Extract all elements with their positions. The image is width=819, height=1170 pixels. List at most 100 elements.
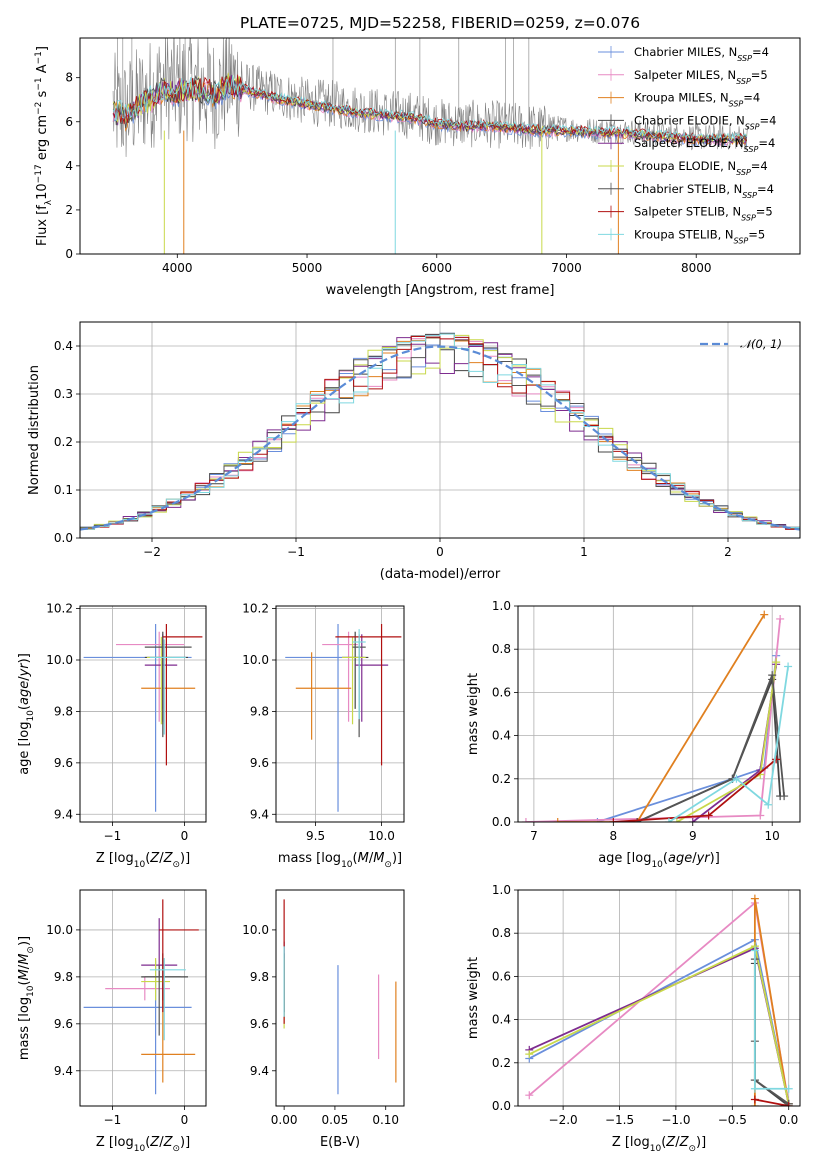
line-salpeter-elodie [528, 947, 790, 1105]
x-tick-label: −1.5 [605, 1113, 634, 1127]
y-tick-label: 4 [65, 159, 73, 173]
spectrum-ylabel: Flux [fλ10−17 erg cm−2 s−1 A−1] [34, 46, 54, 246]
marker-salpeter-elodie [688, 818, 697, 822]
marker-kroupa-elodie [772, 658, 781, 667]
x-tick-label: −0.5 [718, 1113, 747, 1127]
mass_vs_Z-xlabel: Z [log10(Z/Z⊙)] [96, 1135, 190, 1154]
x-tick-label: 9 [689, 829, 697, 843]
y-tick-label: 8 [65, 71, 73, 85]
marker-kroupa-miles [750, 894, 759, 903]
axes-frame [275, 889, 405, 1107]
marker-chabrier-stelib [780, 792, 789, 801]
legend-label-gaussian: 𝒩(0, 1) [740, 337, 782, 351]
axes-frame [517, 605, 801, 823]
marker-kroupa-stelib [784, 1084, 793, 1093]
marker-kroupa-elodie [525, 1050, 534, 1059]
y-tick-label: 0.1 [54, 483, 73, 497]
y-tick-label: 0.4 [54, 339, 73, 353]
spectrum-xlabel: wavelength [Angstrom, rest frame] [326, 283, 555, 298]
x-tick-label: 0 [181, 829, 189, 843]
massweight_vs_Z-panel: −2.0 −1.5 −1.0 −0.5 0.0 0.0 0.2 0.4 0.6 0.8 1.0 Z [… [466, 883, 801, 1154]
y-tick-label: 9.4 [250, 1064, 269, 1078]
massweight_vs_age-panel: 7 8 9 10 0.0 0.2 0.4 0.6 0.8 1.0 age [log10(age/yr… [466, 599, 801, 870]
y-tick-label: 10.0 [46, 923, 73, 937]
y-tick-label: 0.8 [492, 926, 511, 940]
spectrum-model-kroupa-stelib [112, 75, 748, 142]
legend-label: Salpeter MILES, NSSP=5 [634, 68, 768, 86]
y-tick-label: 0.6 [492, 685, 511, 699]
y-tick-label: 9.8 [54, 704, 73, 718]
marker-kroupa-miles [553, 818, 562, 822]
marker-kroupa-stelib [784, 662, 793, 671]
x-tick-label: −1.0 [661, 1113, 690, 1127]
residual_hist-panel: −2 −1 0 1 2 0.0 0.1 0.2 0.3 0.4 (data-model)/error… [27, 321, 801, 582]
mass_vs_ebv-panel: 0.00 0.05 0.10 9.4 9.6 9.8 10.0 E(B-V) [242, 889, 405, 1150]
line-kroupa-elodie [528, 944, 790, 1105]
x-tick-label: 0.00 [271, 1113, 298, 1127]
legend-label: Chabrier STELIB, NSSP=4 [634, 182, 774, 200]
age_vs_Z-ylabel: age [log10(age/yr)] [17, 653, 36, 775]
spectrum-data-line [112, 38, 749, 157]
marker-salpeter-stelib [772, 755, 781, 764]
y-tick-label: 0.3 [54, 387, 73, 401]
y-tick-label: 0 [65, 247, 73, 261]
y-tick-label: 1.0 [492, 599, 511, 613]
spectrum-data-group [112, 38, 749, 254]
marker-salpeter-miles [525, 1091, 534, 1100]
age_vs_Z-xlabel: Z [log10(Z/Z⊙)] [96, 851, 190, 870]
y-tick-label: 9.4 [250, 807, 269, 821]
x-tick-label: 0.05 [322, 1113, 349, 1127]
line-kroupa-stelib [668, 666, 789, 822]
x-tick-label: 7 [530, 829, 538, 843]
marker-salpeter-stelib [784, 1102, 793, 1106]
massweight_vs_Z-xlabel: Z [log10(Z/Z⊙)] [612, 1135, 706, 1154]
y-tick-label: 9.4 [54, 807, 73, 821]
y-tick-label: 10.0 [46, 653, 73, 667]
legend-label: Kroupa ELODIE, NSSP=4 [634, 159, 768, 177]
y-tick-label: 9.8 [54, 970, 73, 984]
axes-frame [79, 605, 207, 823]
line-chabrier-elodie [636, 679, 782, 822]
age_vs_mass-panel: 9.5 10.0 9.4 9.6 9.8 10.0 10.2 mass [log10(M/M⊙… [242, 602, 405, 870]
y-tick-label: 0.0 [492, 815, 511, 829]
marker-kroupa-stelib [750, 1084, 759, 1093]
axes-frame [275, 605, 405, 823]
y-tick-label: 0.4 [492, 1013, 511, 1027]
spectrum-model-salpeter-stelib [112, 74, 747, 143]
y-tick-label: 2 [65, 203, 73, 217]
x-tick-label: 10.0 [368, 829, 395, 843]
y-tick-label: 9.8 [250, 970, 269, 984]
line-kroupa-miles [557, 614, 766, 822]
mass_vs_Z-panel: −1 0 9.4 9.6 9.8 10.0 Z [log10(Z/Z⊙)] mass [log… [17, 889, 207, 1154]
marker-salpeter-stelib [609, 818, 618, 822]
marker-kroupa-stelib [664, 818, 673, 822]
x-tick-label: 6000 [421, 261, 452, 275]
marker-salpeter-stelib [704, 811, 713, 820]
y-tick-label: 6 [65, 115, 73, 129]
marker-salpeter-stelib [750, 1095, 759, 1104]
mass_vs_Z-points [83, 899, 199, 1095]
line-salpeter-stelib [754, 1098, 789, 1106]
x-tick-label: 8000 [681, 261, 712, 275]
spectrum-model-kroupa-elodie [112, 72, 747, 144]
axes-frame [79, 321, 801, 539]
x-tick-label: 0.10 [372, 1113, 399, 1127]
figure-title: PLATE=0725, MJD=52258, FIBERID=0259, z=0… [240, 14, 640, 32]
marker-salpeter-miles [756, 811, 765, 820]
y-tick-label: 9.6 [250, 1017, 269, 1031]
y-tick-label: 0.0 [54, 531, 73, 545]
y-tick-label: 0.2 [492, 1056, 511, 1070]
legend-label: Salpeter STELIB, NSSP=5 [634, 205, 773, 223]
marker-salpeter-miles [521, 818, 530, 822]
x-tick-label: 5000 [292, 261, 323, 275]
y-tick-label: 0.6 [492, 969, 511, 983]
y-tick-label: 9.6 [250, 756, 269, 770]
x-tick-label: 0.0 [779, 1113, 798, 1127]
legend-label: Chabrier ELODIE, NSSP=4 [634, 113, 776, 130]
axes-frame [79, 889, 207, 1107]
x-tick-label: 9.5 [306, 829, 325, 843]
massweight_vs_age-lines [521, 610, 793, 822]
marker-kroupa-elodie [672, 818, 681, 822]
x-tick-label: 0 [436, 545, 444, 559]
